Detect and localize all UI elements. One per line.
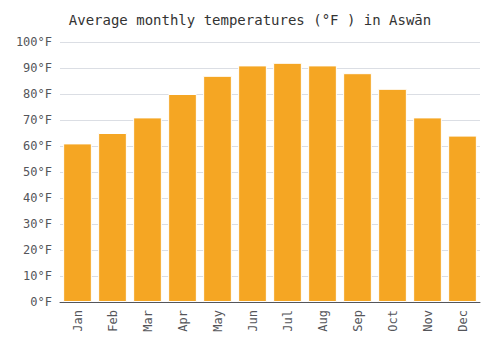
svg-text:0°F: 0°F xyxy=(30,295,52,309)
svg-text:Mar: Mar xyxy=(141,310,155,332)
svg-text:70°F: 70°F xyxy=(23,113,52,127)
svg-text:50°F: 50°F xyxy=(23,165,52,179)
svg-text:Jul: Jul xyxy=(281,310,295,332)
svg-text:Feb: Feb xyxy=(106,310,120,332)
svg-text:60°F: 60°F xyxy=(23,139,52,153)
svg-text:Oct: Oct xyxy=(386,310,400,332)
svg-text:10°F: 10°F xyxy=(23,269,52,283)
svg-text:40°F: 40°F xyxy=(23,191,52,205)
svg-text:Sep: Sep xyxy=(351,310,365,332)
svg-text:80°F: 80°F xyxy=(23,87,52,101)
svg-text:Nov: Nov xyxy=(421,310,435,332)
svg-text:Dec: Dec xyxy=(456,310,470,332)
svg-text:90°F: 90°F xyxy=(23,61,52,75)
svg-text:Jan: Jan xyxy=(71,310,85,332)
svg-text:Average monthly temperatures (: Average monthly temperatures (°F ) in As… xyxy=(69,12,431,28)
svg-text:May: May xyxy=(211,310,225,332)
svg-text:Jun: Jun xyxy=(246,310,260,332)
svg-text:Aug: Aug xyxy=(316,310,330,332)
svg-text:Apr: Apr xyxy=(176,310,190,332)
svg-text:30°F: 30°F xyxy=(23,217,52,231)
svg-text:20°F: 20°F xyxy=(23,243,52,257)
svg-text:100°F: 100°F xyxy=(16,35,52,49)
